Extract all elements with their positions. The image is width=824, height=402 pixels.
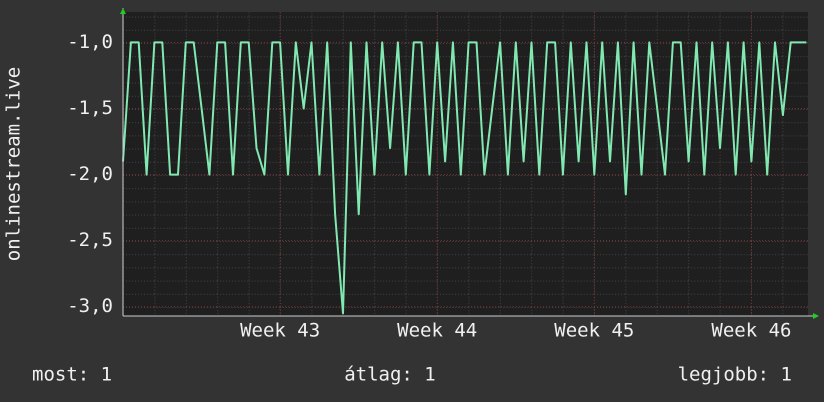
- y-tick-label: -1,5: [67, 97, 113, 119]
- x-tick-label: Week 45: [554, 320, 634, 342]
- x-tick-label: Week 43: [240, 320, 320, 342]
- x-tick-label: Week 46: [711, 320, 791, 342]
- y-axis-label: onlinestream.live: [3, 67, 25, 261]
- legend-item: átlag: 1: [344, 364, 436, 386]
- y-tick-label: -1,0: [67, 31, 113, 53]
- legend-item: legjobb: 1: [678, 364, 792, 386]
- x-arrow: [813, 313, 819, 319]
- x-tick-label: Week 44: [397, 320, 477, 342]
- data-line: [122, 41, 807, 315]
- minor-grid: [123, 12, 808, 316]
- y-tick-label: -2,5: [67, 229, 113, 251]
- y-tick-label: -3,0: [67, 295, 113, 317]
- legend-item: most: 1: [32, 364, 112, 386]
- y-tick-label: -2,0: [67, 163, 113, 185]
- y-arrow: [120, 8, 126, 14]
